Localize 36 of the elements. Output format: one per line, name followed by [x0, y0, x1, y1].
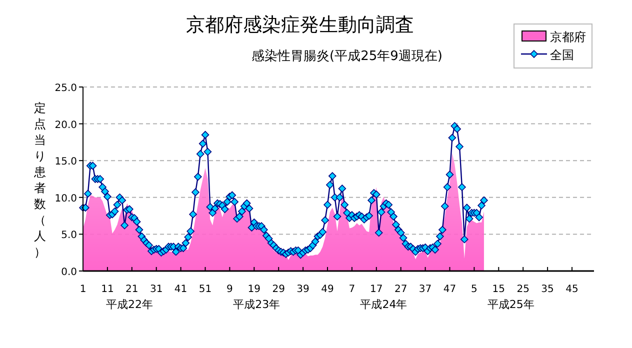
x-tick-label: 35	[541, 284, 554, 295]
y-tick-label: 10.0	[54, 193, 77, 204]
text: 定点当り患者数（人）	[34, 101, 46, 259]
text: 平成25年	[487, 298, 534, 311]
text: 平成24年	[360, 298, 408, 311]
chart-subtitle: 感染性胃腸炎(平成25年9週現在)	[252, 49, 442, 64]
x-tick-label: 21	[126, 284, 138, 295]
legend-label: 全国	[550, 48, 574, 62]
x-tick-label: 17	[370, 284, 383, 295]
x-tick-label: 29	[272, 284, 285, 295]
y-tick-label: 25.0	[54, 83, 77, 94]
x-tick-label: 39	[296, 284, 310, 295]
x-tick-label: 27	[394, 284, 408, 295]
x-tick-label: 1	[80, 284, 86, 295]
chart-title: 京都府感染症発生動向調査	[186, 14, 414, 36]
x-tick-label: 49	[321, 284, 334, 295]
x-tick-label: 37	[418, 284, 432, 295]
x-tick-label: 25	[516, 284, 530, 295]
x-tick-label: 19	[248, 284, 261, 295]
y-tick-label: 5.0	[61, 230, 77, 242]
y-tick-label: 20.0	[54, 120, 77, 131]
text: 平成22年	[106, 298, 153, 311]
legend-label: 京都府	[550, 30, 586, 44]
x-tick-label: 47	[443, 284, 456, 295]
x-tick-label: 31	[150, 284, 163, 295]
y-tick-label: 15.0	[54, 156, 77, 168]
x-tick-label: 5	[471, 284, 478, 295]
x-tick-label: 51	[198, 284, 212, 295]
x-tick-label: 11	[101, 284, 114, 295]
y-tick-label: 0.0	[61, 267, 77, 278]
x-tick-label: 7	[348, 284, 356, 295]
x-tick-label: 9	[226, 284, 233, 295]
x-tick-label: 41	[174, 284, 188, 295]
x-tick-label: 45	[566, 284, 578, 295]
text: 平成23年	[233, 298, 280, 311]
x-tick-label: 15	[492, 284, 506, 295]
